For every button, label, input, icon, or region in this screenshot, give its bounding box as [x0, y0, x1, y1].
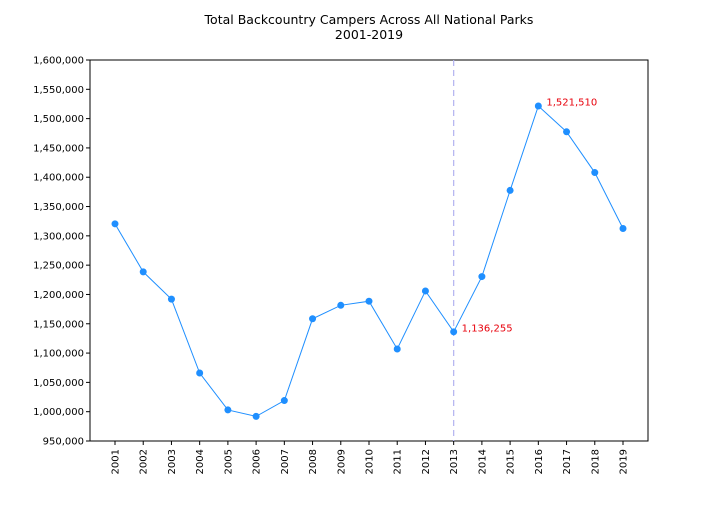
- y-tick-label: 1,250,000: [33, 261, 84, 272]
- data-point: [111, 220, 119, 228]
- y-tick-label: 1,400,000: [33, 173, 84, 184]
- x-tick-label: 2017: [562, 449, 573, 474]
- x-tick-label: 2001: [111, 449, 122, 474]
- data-point: [478, 273, 486, 281]
- x-tick-label: 2012: [421, 449, 432, 474]
- data-point: [365, 297, 373, 305]
- x-tick-label: 2009: [336, 449, 347, 474]
- y-tick-label: 1,050,000: [33, 378, 84, 389]
- data-point: [421, 287, 429, 295]
- data-point: [224, 406, 232, 414]
- x-tick-label: 2011: [393, 449, 404, 474]
- data-point: [563, 128, 571, 136]
- x-tick-label: 2018: [590, 449, 601, 474]
- plot-area: 950,000 1,000,000 1,050,000 1,100,000 1,150,…: [33, 56, 649, 474]
- y-tick-label: 1,000,000: [33, 407, 84, 418]
- y-tick-label: 1,150,000: [33, 319, 84, 330]
- x-tick-label: 2004: [195, 449, 206, 474]
- y-tick-label: 1,600,000: [33, 56, 84, 67]
- y-tick-label: 1,300,000: [33, 231, 84, 242]
- chart-title: Total Backcountry Campers Across All Nat…: [204, 12, 534, 27]
- series-line: [114, 105, 624, 417]
- chart-subtitle: 2001-2019: [335, 27, 403, 42]
- data-point: [393, 345, 401, 353]
- data-label: 1,521,510: [546, 98, 597, 109]
- data-label: 1,136,255: [462, 323, 513, 334]
- x-tick-label: 2010: [365, 449, 376, 474]
- x-tick-label: 2008: [308, 449, 319, 474]
- y-tick-label: 1,500,000: [33, 114, 84, 125]
- data-point: [309, 315, 317, 323]
- data-point: [252, 412, 260, 420]
- data-point: [280, 397, 288, 405]
- y-tick-label: 1,450,000: [33, 143, 84, 154]
- x-tick-label: 2003: [167, 449, 178, 474]
- x-tick-label: 2015: [506, 449, 517, 474]
- x-tick-label: 2007: [280, 449, 291, 474]
- x-tick-label: 2016: [534, 449, 545, 474]
- y-tick-label: 950,000: [43, 437, 84, 448]
- y-tick-label: 1,550,000: [33, 85, 84, 96]
- data-point: [534, 102, 542, 110]
- y-tick-label: 1,100,000: [33, 349, 84, 360]
- y-tick-label: 1,200,000: [33, 290, 84, 301]
- x-tick-label: 2013: [449, 449, 460, 474]
- data-point: [450, 328, 458, 336]
- data-point: [619, 225, 627, 233]
- data-point: [196, 369, 204, 377]
- data-point: [167, 295, 175, 303]
- x-tick-label: 2002: [139, 449, 150, 474]
- data-point: [139, 268, 147, 276]
- x-tick-label: 2005: [223, 449, 234, 474]
- y-tick-label: 1,350,000: [33, 202, 84, 213]
- x-tick-label: 2019: [619, 449, 630, 474]
- x-tick-label: 2006: [252, 449, 263, 474]
- x-tick-label: 2014: [477, 449, 488, 474]
- data-point: [337, 301, 345, 309]
- plot-frame: [89, 59, 649, 442]
- data-point: [591, 169, 599, 177]
- data-point: [506, 186, 514, 194]
